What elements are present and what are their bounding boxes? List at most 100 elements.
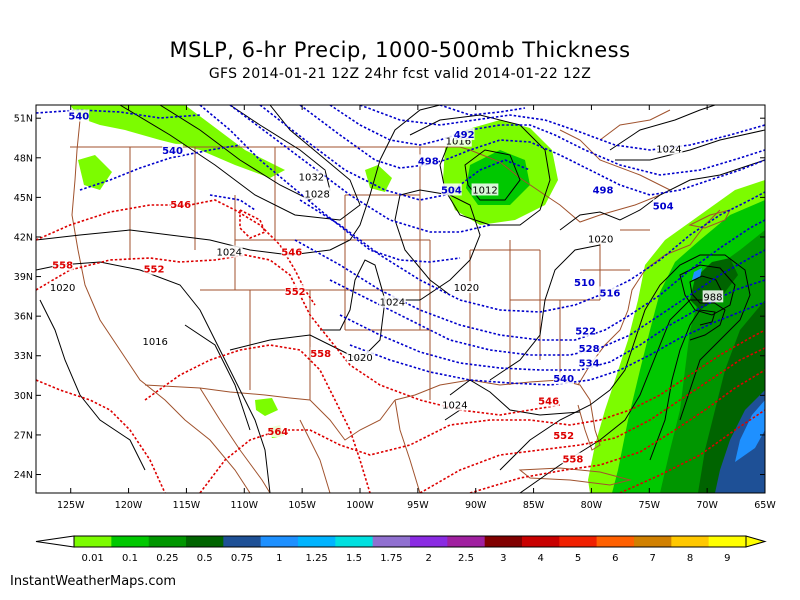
lat-tick-label: 45N	[14, 193, 33, 204]
legend-label: 0.01	[82, 553, 104, 564]
legend-label: 2.5	[458, 553, 474, 564]
legend-swatch	[410, 536, 448, 547]
thickness-cold-label: 540	[162, 146, 183, 157]
lon-tick-label: 80W	[581, 500, 603, 511]
chart-title: MSLP, 6-hr Precip, 1000-500mb Thickness	[169, 38, 631, 62]
thickness-warm-label: 558	[52, 261, 73, 272]
precip-layer	[70, 105, 765, 493]
thickness-contour	[144, 344, 371, 493]
border-pacific-coast	[71, 119, 251, 493]
thickness-contour	[36, 109, 201, 119]
isobar-label: 1020	[454, 283, 479, 294]
isobar-label-bg	[655, 142, 683, 155]
lon-tick-label: 85W	[523, 500, 545, 511]
isobar-label-bg	[379, 295, 406, 308]
lon-tick-label: 75W	[639, 500, 661, 511]
thickness-contour	[439, 105, 526, 116]
isobar-label: 1024	[217, 247, 242, 258]
thickness-cold-label-bg	[417, 154, 439, 167]
thickness-warm-label: 546	[281, 247, 302, 258]
lat-tick-label: 24N	[14, 470, 33, 481]
isobar-line	[679, 264, 736, 316]
thickness-contour	[299, 191, 765, 313]
isobar-label: 1016	[446, 137, 471, 148]
thickness-contour	[619, 409, 765, 493]
thickness-cold-label-bg	[453, 128, 475, 141]
legend-label: 0.1	[122, 553, 138, 564]
precip-area-pacific-nw	[70, 105, 285, 178]
thickness-contour	[299, 105, 765, 196]
lon-tick-label: 70W	[696, 500, 718, 511]
border-atlantic-coast	[577, 209, 721, 386]
map-plot-area: 1032 1028 1024 1020 1016 1024 1020 1020 1016 1012…	[36, 105, 765, 493]
thickness-cold-label-bg	[652, 199, 674, 212]
precip-area-ontario	[365, 165, 392, 192]
border-state-lines-east	[470, 229, 650, 380]
thickness-cold-label: 504	[441, 185, 462, 196]
isobar-line	[609, 105, 765, 161]
legend-label: 1.25	[306, 553, 328, 564]
thickness-cold-label: 528	[579, 344, 600, 355]
thickness-contour	[419, 347, 765, 493]
legend-label: 5	[575, 553, 581, 564]
legend-swatch	[335, 536, 373, 547]
legend-label: 7	[649, 553, 655, 564]
thickness-contour	[349, 301, 765, 386]
thickness-cold-label: 534	[579, 358, 600, 369]
lat-tick-label: 39N	[14, 272, 33, 283]
legend-label: 1	[276, 553, 282, 564]
thickness-cold-label-bg	[592, 183, 614, 196]
legend-label: 8	[687, 553, 693, 564]
thickness-warm-label: 552	[144, 265, 165, 276]
thickness-cold-label: 540	[553, 374, 574, 385]
legend-label: 9	[724, 553, 730, 564]
legend-label: 0.5	[197, 553, 213, 564]
thickness-warm-label-bg	[310, 347, 331, 360]
thickness-cold-label: 516	[600, 288, 621, 299]
legend-label: 1.75	[380, 553, 402, 564]
thickness-cold-label: 498	[418, 156, 439, 167]
lat-tick-label: 42N	[14, 232, 33, 243]
thickness-warm-label: 558	[562, 455, 583, 466]
thickness-cold-label: 540	[68, 112, 89, 123]
thickness-cold-label: 522	[575, 327, 596, 338]
thickness-contour	[329, 105, 765, 176]
thickness-cold-label-bg	[599, 286, 621, 299]
isobar-label: 1024	[442, 401, 467, 412]
legend-swatch	[559, 536, 597, 547]
isobar-line	[36, 261, 271, 493]
thickness-warm-label-bg	[553, 428, 574, 441]
legend-swatch	[447, 536, 485, 547]
thickness-warm-label: 552	[285, 287, 306, 298]
isobar-label: 1024	[656, 145, 681, 156]
isobar-label-bg	[141, 335, 169, 348]
isobar-line	[499, 254, 751, 471]
legend-arrow-right	[745, 535, 767, 548]
lat-tick-label: 33N	[14, 351, 33, 362]
chart-subtitle: GFS 2014-01-21 12Z 24hr fcst valid 2014-…	[208, 66, 592, 82]
lat-tick-label: 36N	[14, 312, 33, 323]
legend-swatch	[111, 536, 149, 547]
legend-swatch	[596, 536, 635, 547]
isobar-label-bg	[471, 183, 499, 196]
map-axis-ticks: 51N 48N 45N 42N 39N 36N 33N 30N 27N 24N 125W 120W 11…	[14, 105, 776, 511]
isobar-label: 1020	[50, 283, 75, 294]
isobar-label-bg	[441, 398, 469, 411]
thickness-warm-label-bg	[538, 394, 559, 407]
lon-tick-label: 125W	[57, 500, 85, 511]
border-state-lines-west	[129, 147, 346, 400]
legend-swatch	[298, 536, 336, 547]
thickness-contour	[259, 105, 531, 201]
isobar-label-bg	[346, 351, 374, 364]
isobar-label-bg	[298, 170, 325, 183]
thickness-warm-label: 564	[267, 427, 288, 438]
thickness-contour	[36, 254, 561, 416]
lat-tick-label: 48N	[14, 153, 33, 164]
isobar-line	[519, 299, 726, 493]
lon-tick-label: 95W	[407, 500, 429, 511]
thickness-contour	[239, 208, 267, 239]
border-hudson-region	[559, 109, 671, 191]
isobar-label: 1016	[142, 337, 167, 348]
isobar-label-bg	[453, 281, 480, 294]
lon-tick-label: 110W	[231, 500, 259, 511]
